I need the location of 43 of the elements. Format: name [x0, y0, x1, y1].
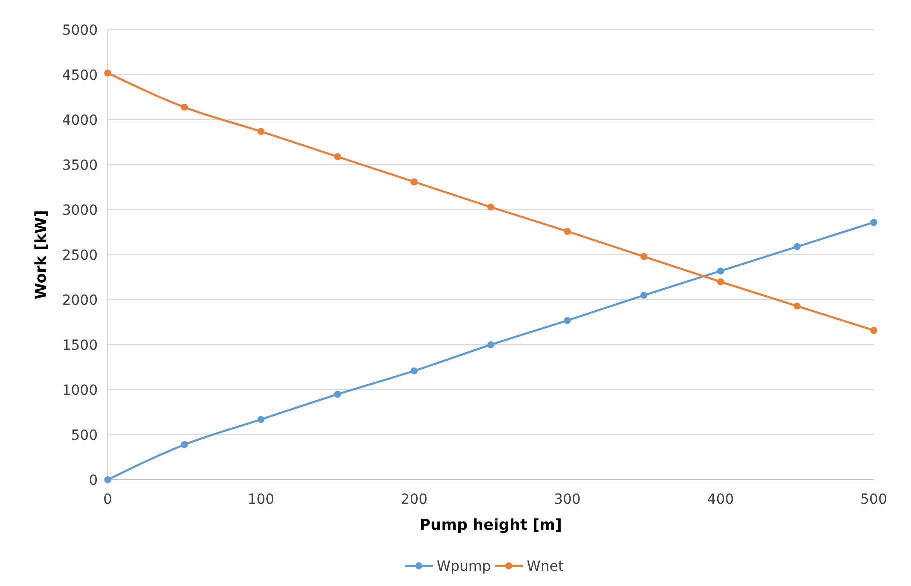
legend-label: Wnet	[527, 558, 564, 575]
point	[258, 128, 265, 136]
y-tick-label: 3000	[62, 202, 98, 219]
point	[410, 368, 418, 375]
point	[564, 317, 572, 324]
x-tick-label: 200	[401, 492, 428, 508]
point	[488, 204, 494, 211]
point	[334, 153, 342, 160]
y-tick-label: 0	[89, 472, 98, 489]
point	[717, 268, 724, 275]
y-tick-label: 1000	[62, 382, 98, 399]
x-tick-label: 400	[707, 492, 734, 508]
point	[640, 253, 648, 260]
y-tick-label: 4500	[62, 68, 98, 84]
point	[640, 292, 648, 299]
point	[181, 441, 188, 448]
point	[794, 243, 801, 250]
y-tick-label: 1500	[62, 338, 98, 354]
point	[870, 327, 878, 334]
legend-label: Wpump	[437, 558, 492, 575]
point	[564, 228, 572, 236]
x-tick-label: 300	[554, 492, 581, 508]
y-tick-label: 2500	[62, 248, 98, 264]
point	[410, 178, 418, 186]
point	[181, 104, 188, 111]
point	[104, 70, 112, 77]
y-tick-label: 5000	[62, 22, 98, 39]
point	[488, 342, 494, 348]
x-tick-label: 0	[104, 492, 112, 508]
y-tick-label: 2000	[62, 292, 98, 309]
y-tick-label: 4000	[62, 112, 98, 129]
point	[717, 278, 724, 286]
x-axis-title: Pump height [m]	[420, 516, 562, 534]
x-tick-label: 500	[860, 492, 888, 508]
point	[258, 416, 265, 424]
y-tick-label: 500	[71, 428, 98, 444]
x-tick-label: 100	[248, 492, 275, 508]
point	[870, 219, 878, 226]
point	[334, 391, 342, 398]
point	[794, 302, 801, 310]
point	[104, 476, 112, 484]
y-axis-title: Work [kW]	[32, 210, 50, 300]
y-tick-label: 3500	[62, 158, 98, 174]
